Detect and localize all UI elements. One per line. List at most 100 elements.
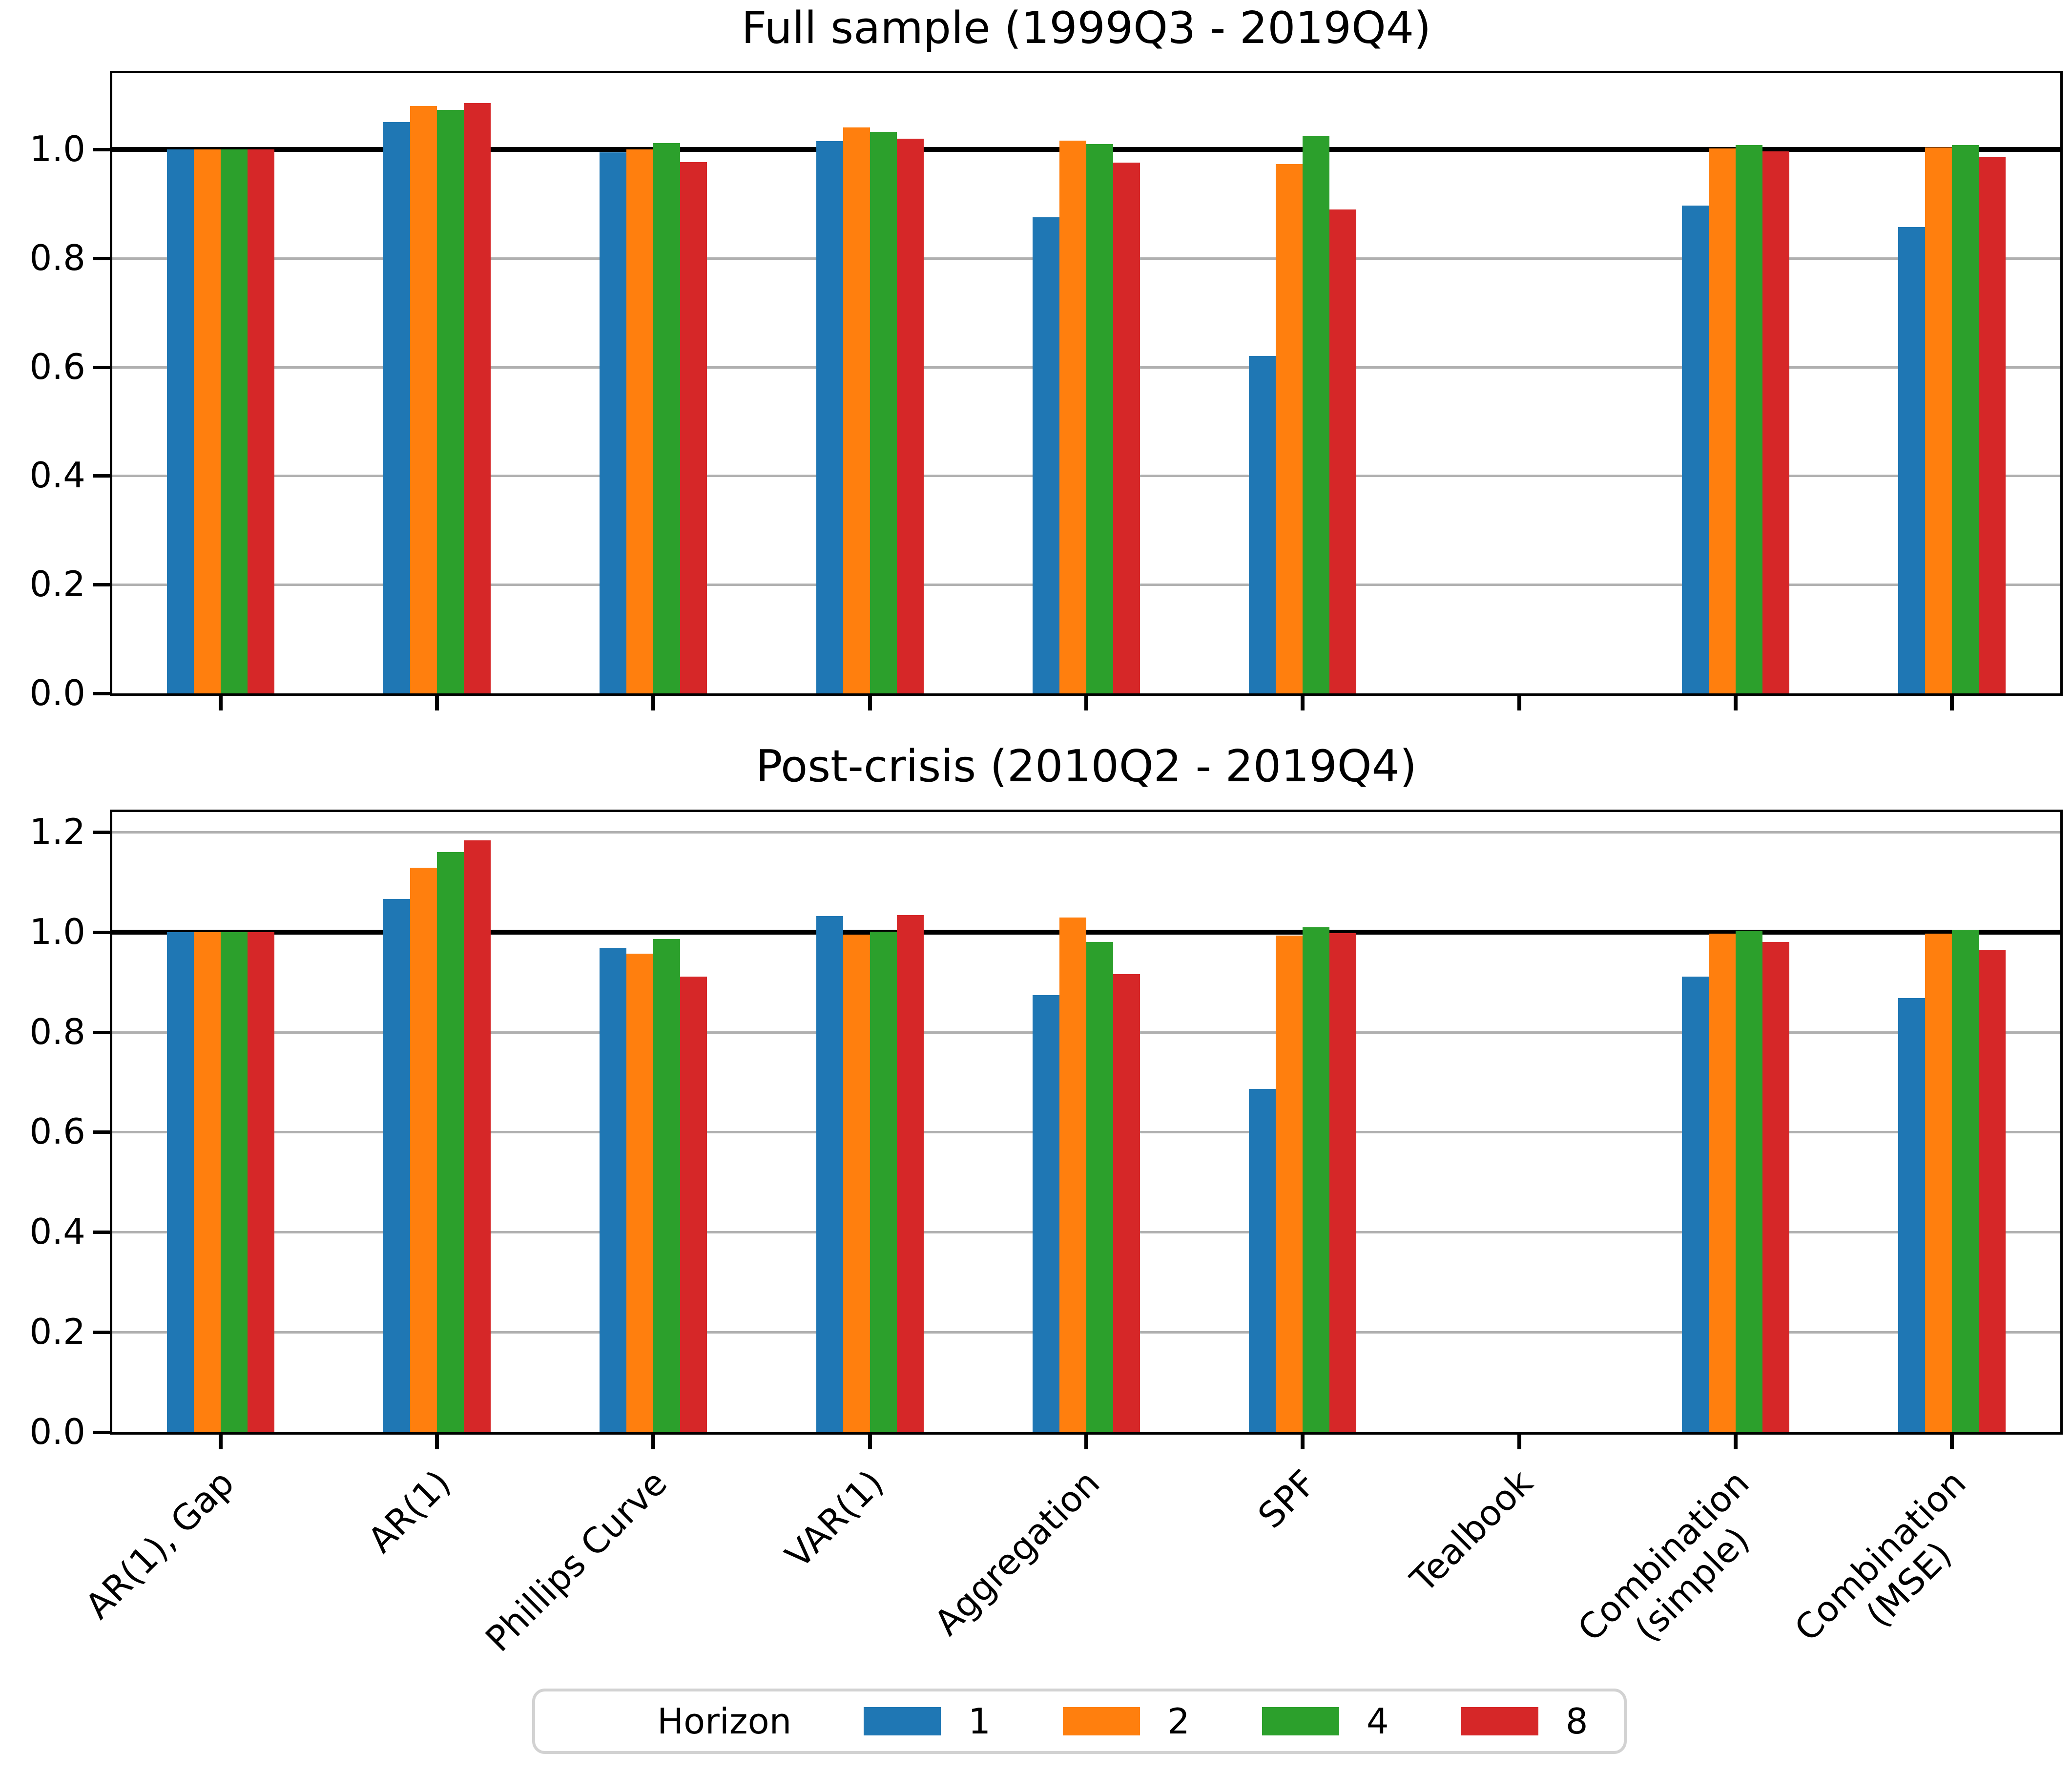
y-tick-label: 0.0 bbox=[29, 672, 85, 713]
bar-horizon-8 bbox=[464, 840, 491, 1432]
bar-horizon-8 bbox=[896, 915, 924, 1432]
x-tick-mark bbox=[651, 1435, 656, 1449]
legend-entry-horizon-2: 2 bbox=[1063, 1701, 1190, 1742]
bar-horizon-2 bbox=[410, 105, 437, 693]
gridline bbox=[112, 831, 2060, 834]
legend-label: 1 bbox=[968, 1701, 991, 1742]
x-tick-label: Combination (simple) bbox=[1570, 1462, 1758, 1649]
bar-horizon-8 bbox=[1762, 942, 1789, 1432]
x-tick-mark bbox=[1301, 1435, 1305, 1449]
x-tick-mark bbox=[435, 1435, 439, 1449]
x-tick-mark bbox=[1301, 696, 1305, 710]
bar-horizon-8 bbox=[1113, 974, 1140, 1432]
bar-horizon-2 bbox=[626, 149, 654, 693]
bar-horizon-1 bbox=[1033, 995, 1059, 1432]
x-tick-label: Phillips Curve bbox=[477, 1462, 675, 1660]
bar-horizon-1 bbox=[383, 122, 410, 693]
y-tick-label: 0.6 bbox=[29, 346, 85, 387]
x-tick-mark bbox=[1950, 1435, 1954, 1449]
y-tick-label: 0.0 bbox=[29, 1411, 85, 1452]
x-tick-label: Tealbook bbox=[1402, 1462, 1541, 1600]
bar-horizon-2 bbox=[1276, 164, 1303, 693]
y-tick-label: 1.0 bbox=[29, 911, 85, 952]
chart-title-full-sample: Full sample (1999Q3 - 2019Q4) bbox=[741, 2, 1431, 54]
x-tick-label: Aggregation bbox=[926, 1462, 1108, 1644]
y-tick-mark bbox=[93, 1130, 110, 1134]
bar-horizon-4 bbox=[437, 109, 464, 693]
legend-swatch bbox=[864, 1707, 941, 1735]
plot-area-full-sample bbox=[110, 71, 2063, 696]
bar-horizon-2 bbox=[1709, 933, 1736, 1432]
chart-title-post-crisis: Post-crisis (2010Q2 - 2019Q4) bbox=[756, 741, 1417, 792]
legend-entry-horizon-1: 1 bbox=[864, 1701, 991, 1742]
bar-horizon-2 bbox=[410, 867, 437, 1432]
bar-horizon-8 bbox=[896, 138, 924, 693]
y-tick-mark bbox=[93, 1331, 110, 1335]
bar-horizon-2 bbox=[1925, 933, 1952, 1432]
bar-horizon-1 bbox=[1898, 227, 1926, 693]
bar-horizon-8 bbox=[247, 932, 274, 1432]
bar-horizon-1 bbox=[816, 916, 843, 1432]
bar-horizon-8 bbox=[1329, 209, 1357, 693]
x-tick-mark bbox=[435, 696, 439, 710]
y-tick-mark bbox=[93, 692, 110, 695]
y-tick-mark bbox=[93, 1231, 110, 1234]
x-tick-mark bbox=[868, 696, 872, 710]
y-tick-label: 1.2 bbox=[29, 811, 85, 852]
y-tick-mark bbox=[93, 830, 110, 834]
bar-horizon-8 bbox=[464, 103, 491, 693]
bar-horizon-2 bbox=[193, 149, 221, 693]
y-tick-label: 0.6 bbox=[29, 1111, 85, 1152]
bar-horizon-1 bbox=[1249, 356, 1276, 693]
bar-horizon-4 bbox=[1736, 930, 1762, 1432]
bar-horizon-2 bbox=[843, 934, 870, 1432]
bar-horizon-1 bbox=[600, 152, 627, 693]
y-tick-label: 0.2 bbox=[29, 1311, 85, 1353]
x-tick-mark bbox=[1084, 1435, 1088, 1449]
y-tick-label: 0.8 bbox=[29, 1011, 85, 1052]
bar-horizon-2 bbox=[193, 932, 221, 1432]
bar-horizon-8 bbox=[1762, 151, 1789, 693]
bar-horizon-4 bbox=[870, 931, 897, 1432]
baseline-1-line bbox=[112, 929, 2060, 935]
x-tick-mark bbox=[1950, 696, 1954, 710]
x-tick-mark bbox=[1734, 1435, 1738, 1449]
y-tick-mark bbox=[93, 147, 110, 151]
bar-horizon-4 bbox=[653, 939, 681, 1432]
legend-swatch bbox=[1063, 1707, 1140, 1735]
legend-swatch bbox=[1461, 1707, 1538, 1735]
x-tick-mark bbox=[1517, 1435, 1521, 1449]
bar-horizon-4 bbox=[1303, 927, 1330, 1432]
legend-label: 4 bbox=[1366, 1701, 1389, 1742]
bar-horizon-8 bbox=[680, 162, 707, 693]
bar-horizon-8 bbox=[1329, 933, 1357, 1432]
y-tick-label: 0.4 bbox=[29, 455, 85, 496]
x-tick-label: Combination (MSE) bbox=[1786, 1462, 1974, 1649]
x-tick-mark bbox=[1084, 696, 1088, 710]
legend-label: 2 bbox=[1167, 1701, 1190, 1742]
y-tick-mark bbox=[93, 474, 110, 478]
y-tick-mark bbox=[93, 256, 110, 260]
bar-horizon-2 bbox=[843, 127, 870, 693]
y-tick-label: 1.0 bbox=[29, 128, 85, 169]
bar-horizon-1 bbox=[1682, 205, 1709, 693]
bar-horizon-8 bbox=[1979, 949, 2006, 1432]
bar-horizon-1 bbox=[816, 141, 843, 693]
bar-horizon-2 bbox=[626, 953, 654, 1432]
bar-horizon-4 bbox=[220, 149, 248, 693]
legend-label: 8 bbox=[1565, 1701, 1588, 1742]
bar-horizon-1 bbox=[1898, 998, 1926, 1432]
bar-horizon-1 bbox=[1682, 976, 1709, 1432]
x-tick-mark bbox=[1734, 696, 1738, 710]
legend-swatch bbox=[1262, 1707, 1339, 1735]
y-tick-label: 0.2 bbox=[29, 564, 85, 605]
bar-horizon-2 bbox=[1059, 141, 1086, 693]
x-tick-mark bbox=[218, 1435, 223, 1449]
bar-horizon-2 bbox=[1709, 148, 1736, 693]
x-tick-mark bbox=[218, 696, 223, 710]
bar-horizon-8 bbox=[680, 976, 707, 1432]
bar-horizon-4 bbox=[437, 852, 464, 1432]
